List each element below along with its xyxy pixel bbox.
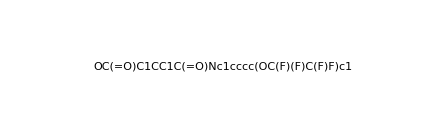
Text: OC(=O)C1CC1C(=O)Nc1cccc(OC(F)(F)C(F)F)c1: OC(=O)C1CC1C(=O)Nc1cccc(OC(F)(F)C(F)F)c1	[94, 61, 352, 72]
